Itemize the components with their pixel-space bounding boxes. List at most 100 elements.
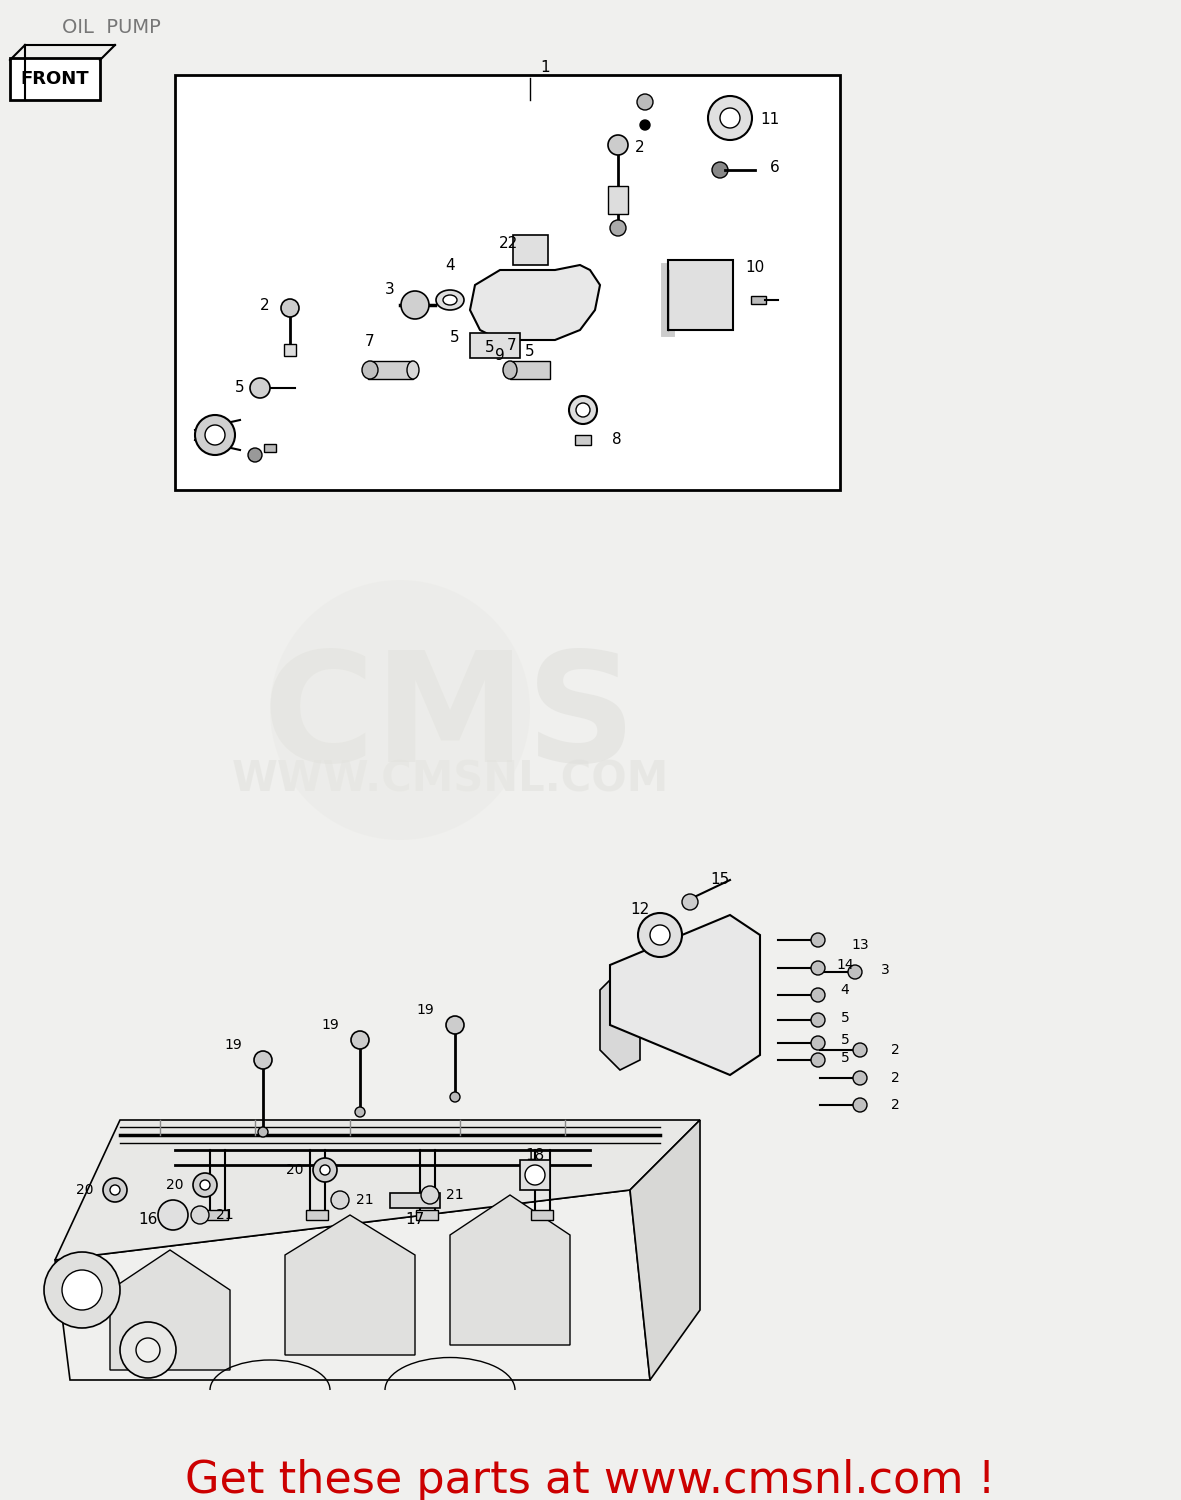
Circle shape	[638, 914, 681, 957]
Circle shape	[44, 1252, 120, 1328]
Bar	[750, 296, 765, 304]
Bar	[520, 1160, 550, 1190]
Ellipse shape	[407, 362, 419, 380]
FancyBboxPatch shape	[9, 58, 100, 100]
Circle shape	[811, 1053, 826, 1066]
Text: 21: 21	[446, 1188, 464, 1202]
Circle shape	[637, 94, 653, 110]
Bar	[513, 236, 548, 266]
Text: 18: 18	[526, 1148, 544, 1162]
Polygon shape	[285, 1215, 415, 1354]
Polygon shape	[56, 1190, 650, 1380]
Circle shape	[707, 96, 752, 140]
Text: OIL  PUMP: OIL PUMP	[61, 18, 161, 38]
Text: 20: 20	[167, 1178, 184, 1192]
Circle shape	[351, 1030, 368, 1048]
Circle shape	[355, 1107, 365, 1118]
Text: 2: 2	[260, 297, 269, 312]
Text: 5: 5	[235, 381, 244, 396]
Circle shape	[191, 1206, 209, 1224]
Bar	[265, 444, 276, 452]
Circle shape	[811, 1013, 826, 1028]
Polygon shape	[629, 1120, 700, 1380]
Circle shape	[254, 1052, 272, 1070]
Text: 5: 5	[841, 1034, 849, 1047]
Circle shape	[61, 1270, 102, 1310]
Text: 15: 15	[711, 873, 730, 888]
Text: 3: 3	[385, 282, 394, 297]
Text: 19: 19	[224, 1038, 242, 1052]
Circle shape	[281, 298, 299, 316]
Text: 3: 3	[881, 963, 889, 976]
Text: 20: 20	[77, 1184, 93, 1197]
Bar	[575, 435, 590, 445]
Text: 6: 6	[770, 160, 779, 176]
Text: 19: 19	[321, 1019, 339, 1032]
Text: 13: 13	[852, 938, 869, 952]
Circle shape	[257, 1126, 268, 1137]
Circle shape	[205, 424, 226, 445]
Circle shape	[248, 448, 262, 462]
Circle shape	[853, 1098, 867, 1112]
Ellipse shape	[363, 362, 378, 380]
Text: 5: 5	[841, 1011, 849, 1025]
Text: 21: 21	[216, 1208, 234, 1222]
Polygon shape	[110, 1250, 230, 1370]
Circle shape	[811, 962, 826, 975]
Bar	[175, 75, 840, 491]
Text: 11: 11	[761, 112, 779, 128]
Text: 7: 7	[365, 334, 374, 350]
Circle shape	[611, 220, 626, 236]
Circle shape	[640, 120, 650, 130]
Text: 16: 16	[138, 1212, 158, 1227]
Circle shape	[250, 378, 270, 398]
Circle shape	[110, 1185, 120, 1196]
Bar	[283, 344, 296, 355]
Text: FRONT: FRONT	[21, 70, 90, 88]
Bar	[367, 362, 412, 380]
Circle shape	[200, 1180, 210, 1190]
Bar	[667, 260, 732, 330]
Circle shape	[811, 988, 826, 1002]
Circle shape	[681, 894, 698, 910]
Circle shape	[848, 964, 862, 980]
Text: 5: 5	[526, 345, 535, 360]
Text: 5: 5	[450, 330, 459, 345]
Circle shape	[811, 933, 826, 946]
Text: 4: 4	[841, 982, 849, 998]
Circle shape	[195, 416, 235, 454]
Circle shape	[608, 135, 628, 154]
Circle shape	[320, 1166, 329, 1174]
Circle shape	[331, 1191, 350, 1209]
Circle shape	[450, 1092, 461, 1102]
Text: CMS: CMS	[263, 645, 637, 795]
Circle shape	[313, 1158, 337, 1182]
Polygon shape	[470, 266, 600, 340]
Bar	[416, 1210, 438, 1219]
Bar	[510, 362, 550, 380]
Bar	[306, 1210, 328, 1219]
Text: 20: 20	[286, 1162, 304, 1178]
Circle shape	[712, 162, 727, 178]
Text: WWW.CMSNL.COM: WWW.CMSNL.COM	[231, 759, 668, 801]
Polygon shape	[450, 1196, 570, 1346]
Circle shape	[853, 1042, 867, 1058]
Text: 2: 2	[635, 141, 645, 156]
Text: 5: 5	[841, 1052, 849, 1065]
Bar	[205, 1210, 228, 1219]
Text: 1: 1	[540, 60, 550, 75]
Circle shape	[569, 396, 598, 424]
Circle shape	[650, 926, 670, 945]
Polygon shape	[600, 970, 640, 1070]
Text: 22: 22	[498, 236, 517, 250]
Text: 12: 12	[631, 903, 650, 918]
Circle shape	[270, 580, 530, 840]
Polygon shape	[56, 1120, 700, 1260]
Circle shape	[720, 108, 740, 128]
Text: 4: 4	[445, 258, 455, 273]
Circle shape	[193, 1173, 217, 1197]
Bar	[390, 1192, 441, 1208]
Text: 5: 5	[485, 339, 495, 354]
Text: 2: 2	[890, 1071, 900, 1084]
Circle shape	[120, 1322, 176, 1378]
